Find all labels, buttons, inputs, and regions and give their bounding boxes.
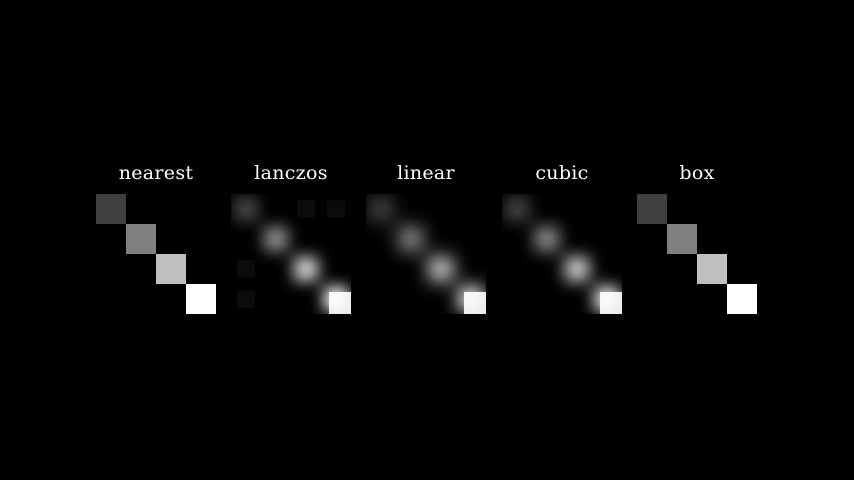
diagonal-cell [329,292,351,314]
diagonal-cell [464,292,486,314]
diagonal-cell [186,284,216,314]
ringing-artifact [327,200,345,218]
diagonal-cell [96,194,126,224]
diagonal-cell [505,197,529,221]
panel-title-linear: linear [397,162,455,184]
diagonal-cell [429,257,453,281]
diagonal-cell [264,227,288,251]
ringing-artifact [237,290,255,308]
diagonal-cell [369,197,393,221]
diagonal-cell [727,284,757,314]
image-cubic [502,194,622,314]
ringing-artifact [237,260,255,278]
diagonal-cell [399,227,423,251]
diagonal-cell [600,292,622,314]
diagonal-cell [294,257,318,281]
image-linear [366,194,486,314]
diagonal-cell [637,194,667,224]
diagonal-cell [234,197,258,221]
diagonal-cell [667,224,697,254]
image-lanczos [231,194,351,314]
panel-title-nearest: nearest [118,162,194,184]
diagonal-cell [126,224,156,254]
image-box [637,194,757,314]
image-nearest [96,194,216,314]
panel-title-box: box [679,162,715,184]
diagonal-cell [156,254,186,284]
diagonal-cell [535,227,559,251]
diagonal-cell [697,254,727,284]
diagonal-cell [565,257,589,281]
ringing-artifact [297,200,315,218]
panel-title-lanczos: lanczos [254,162,328,184]
smoothed-diagonal [369,197,483,311]
panel-title-cubic: cubic [535,162,589,184]
